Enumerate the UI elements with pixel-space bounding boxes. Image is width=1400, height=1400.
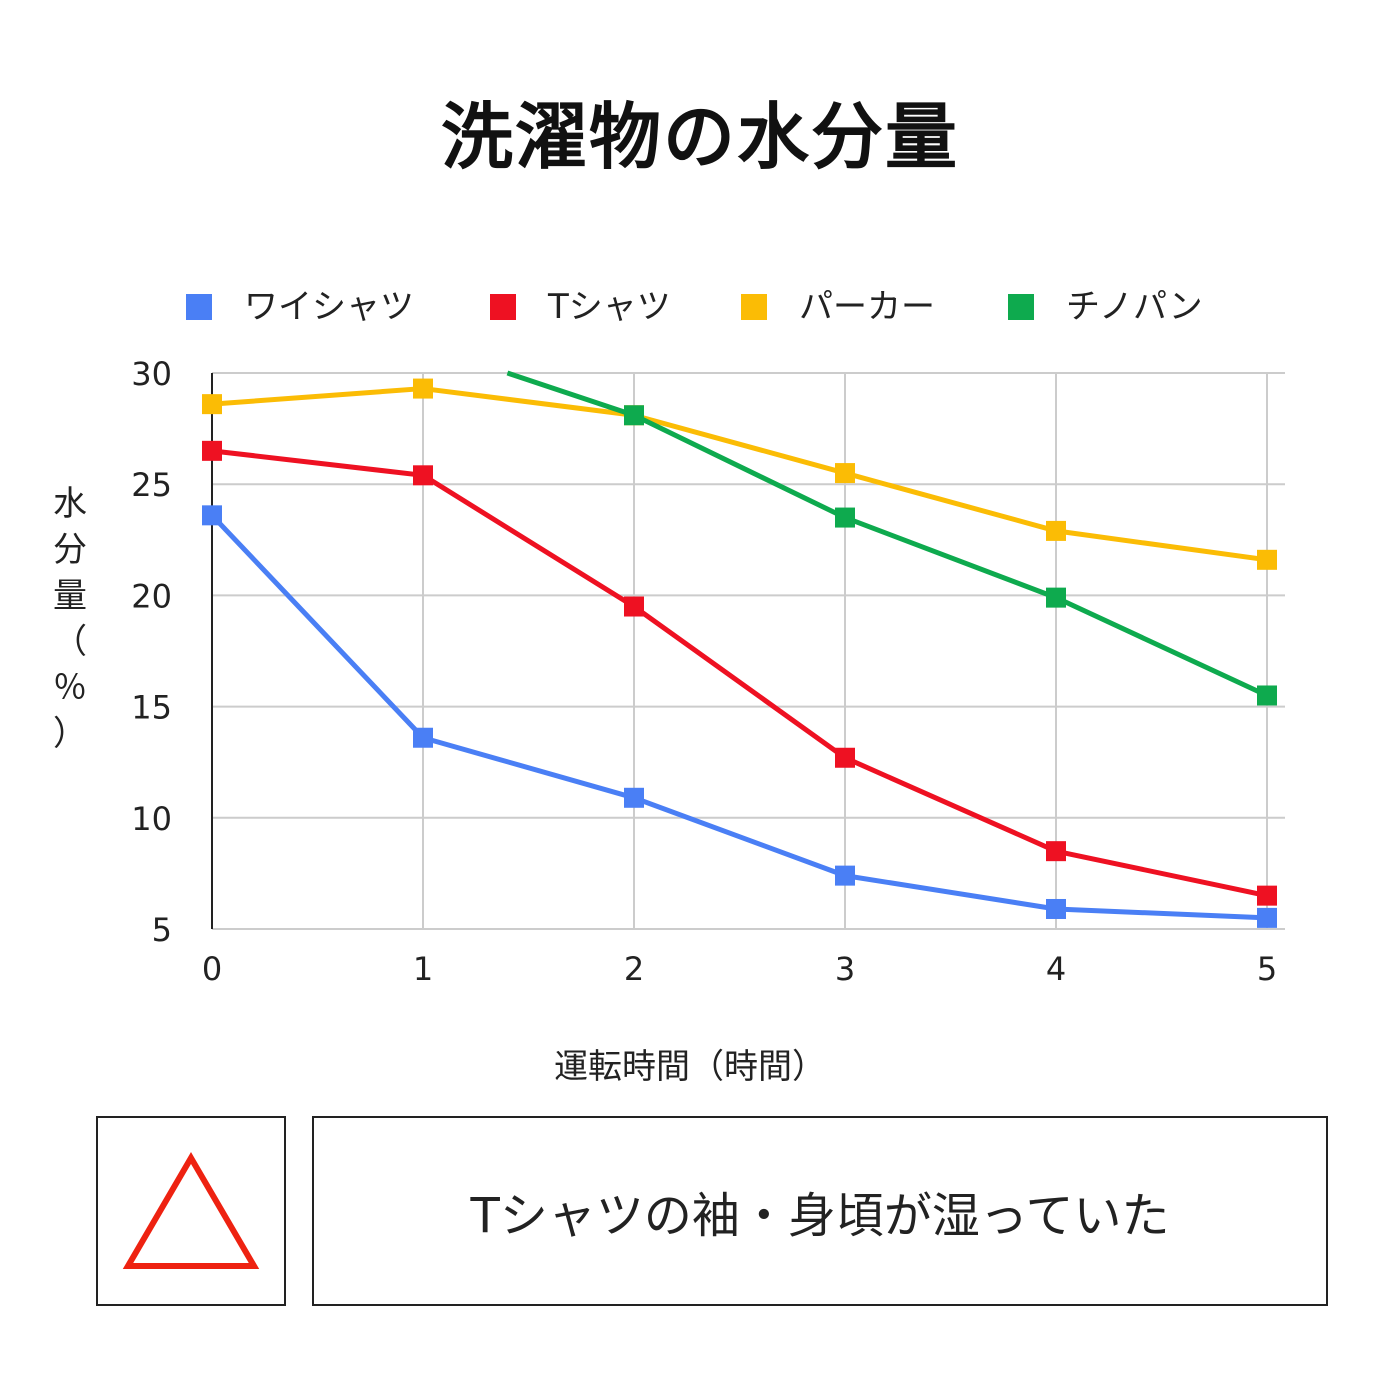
- data-point: [202, 394, 222, 415]
- data-point: [1046, 520, 1066, 541]
- data-point: [624, 596, 644, 617]
- data-point: [835, 463, 855, 484]
- legend-label: パーカー: [799, 287, 935, 327]
- legend-item: パーカー: [741, 287, 935, 327]
- series-line: [211, 386, 1268, 563]
- legend-item: チノパン: [1008, 287, 1203, 327]
- y-axis-title-char: 量: [53, 576, 87, 616]
- line-chart: ワイシャツ Tシャツ パーカー チノパン 5 10 15 20 25 30 0 1 2 3 4 5 水分量…: [53, 287, 1285, 1087]
- x-tick-label: 5: [1257, 950, 1277, 988]
- legend-swatch: [186, 294, 212, 320]
- chart-legend: ワイシャツ Tシャツ パーカー チノパン: [186, 287, 1203, 327]
- chart-series: [202, 370, 1277, 928]
- y-axis-title-char: ）: [53, 714, 87, 754]
- data-point: [1257, 885, 1277, 906]
- data-point: [1046, 841, 1066, 862]
- legend-swatch: [490, 294, 516, 320]
- note-box: Tシャツの袖・身頃が湿っていた: [312, 1116, 1328, 1306]
- x-axis-ticks: 0 1 2 3 4 5: [202, 950, 1277, 988]
- y-axis-ticks: 5 10 15 20 25 30: [131, 355, 172, 949]
- y-tick-label: 10: [131, 800, 172, 838]
- data-point: [413, 727, 433, 748]
- data-point: [1257, 907, 1277, 928]
- chart-grid: [211, 372, 1285, 930]
- x-tick-label: 4: [1046, 950, 1066, 988]
- legend-label: ワイシャツ: [244, 287, 414, 327]
- data-point: [835, 747, 855, 768]
- data-point: [835, 507, 855, 528]
- page-title: 洗濯物の水分量: [440, 95, 959, 179]
- y-tick-label: 30: [131, 355, 172, 393]
- series-line: [210, 513, 1268, 921]
- data-point: [1257, 685, 1277, 706]
- data-point: [835, 865, 855, 886]
- data-point: [202, 440, 222, 461]
- y-tick-label: 5: [152, 911, 172, 949]
- y-axis-title: 水分量 （ ％ ）: [53, 484, 87, 754]
- legend-item: ワイシャツ: [186, 287, 414, 327]
- x-tick-label: 3: [835, 950, 855, 988]
- legend-label: Tシャツ: [547, 287, 671, 327]
- y-axis-title-char: 分: [53, 530, 87, 570]
- data-point: [1046, 587, 1066, 608]
- y-axis-title-char: 水: [53, 484, 87, 524]
- legend-label: チノパン: [1066, 287, 1203, 327]
- y-tick-label: 15: [131, 689, 172, 727]
- x-tick-label: 2: [624, 950, 644, 988]
- data-point: [413, 465, 433, 486]
- triangle-icon: [122, 1152, 260, 1269]
- data-point: [202, 505, 222, 526]
- data-point: [1257, 549, 1277, 570]
- legend-swatch: [741, 294, 767, 320]
- x-tick-label: 1: [413, 950, 433, 988]
- legend-item: Tシャツ: [490, 287, 671, 327]
- legend-swatch: [1008, 294, 1034, 320]
- y-tick-label: 25: [131, 466, 172, 504]
- data-point: [413, 378, 433, 399]
- series-line: [211, 448, 1268, 899]
- x-tick-label: 0: [202, 950, 222, 988]
- rating-box: [96, 1116, 286, 1306]
- note-text: Tシャツの袖・身頃が湿っていた: [470, 1188, 1170, 1244]
- y-tick-label: 20: [131, 577, 172, 615]
- x-axis-title: 運転時間（時間）: [554, 1047, 826, 1087]
- y-axis-title-char: （: [53, 622, 87, 662]
- data-point: [1046, 898, 1066, 919]
- data-point: [624, 405, 644, 426]
- y-axis-title-char: ％: [53, 668, 87, 708]
- series-line: [506, 370, 1269, 698]
- data-point: [624, 787, 644, 808]
